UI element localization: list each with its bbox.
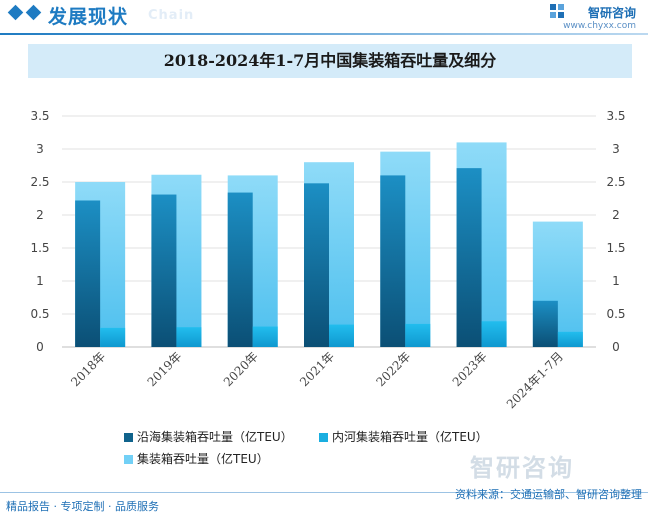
legend-swatch-inland — [319, 433, 328, 442]
x-tick-label: 2024年1-7月 — [504, 349, 566, 411]
watermark-logo: 智研咨询 — [470, 454, 574, 482]
x-tick-label: 2020年 — [221, 349, 261, 389]
footer-slogan: 精品报告 · 专项定制 · 品质服务 — [6, 500, 159, 513]
bar-coastal — [304, 183, 329, 347]
bar-coastal — [227, 192, 253, 347]
bar-inland — [100, 327, 126, 347]
y-tick-label: 2 — [36, 208, 44, 222]
bar-inland — [481, 321, 507, 347]
bar-inland — [405, 323, 431, 347]
brand-logo-icon — [550, 4, 564, 18]
y-tick-label: 0 — [36, 340, 44, 354]
section-title: 发展现状 — [48, 6, 129, 28]
y-tick-label: 1.5 — [30, 241, 49, 255]
chart-title-box — [28, 44, 632, 78]
y-tick-label: 3 — [36, 142, 44, 156]
y-tick-label: 2.5 — [30, 175, 49, 189]
y-tick-label: 1 — [36, 274, 44, 288]
y2-tick-label: 0 — [612, 340, 620, 354]
legend-item-coastal: 沿海集装箱吞吐量（亿TEU） — [124, 428, 293, 445]
x-tick-label: 2021年 — [297, 349, 337, 389]
bar-coastal — [532, 300, 558, 347]
chart-title: 2018-2024年1-7月中国集装箱吞吐量及细分 — [163, 51, 497, 70]
y2-tick-label: 1.5 — [606, 241, 625, 255]
legend-swatch-total — [124, 455, 133, 464]
legend-item-total: 集装箱吞吐量（亿TEU） — [124, 450, 269, 467]
bar-coastal — [380, 175, 406, 347]
brand-url: www.chyxx.com — [563, 21, 636, 31]
y-tick-label: 0.5 — [30, 307, 49, 321]
y2-tick-label: 3 — [612, 142, 620, 156]
footer-divider — [0, 492, 648, 493]
y2-tick-label: 2.5 — [606, 175, 625, 189]
x-tick-label: 2023年 — [450, 349, 490, 389]
brand-name: 智研咨询 — [587, 6, 636, 20]
bar-inland — [252, 326, 278, 347]
header-bar: 发展现状 Chain 智研咨询 www.chyxx.com — [0, 0, 648, 31]
brand: 智研咨询 www.chyxx.com — [563, 4, 636, 31]
section-subtitle: Chain — [148, 8, 195, 23]
y2-tick-label: 3.5 — [606, 109, 625, 123]
bar-inland — [329, 324, 354, 347]
y2-tick-label: 1 — [612, 274, 620, 288]
legend-item-inland: 内河集装箱吞吐量（亿TEU） — [319, 428, 488, 445]
legend-label-inland: 内河集装箱吞吐量（亿TEU） — [332, 430, 488, 444]
y2-tick-label: 0.5 — [606, 307, 625, 321]
bar-coastal — [151, 194, 177, 347]
footer-source: 资料来源：交通运输部、智研咨询整理 — [455, 488, 642, 501]
bar-coastal — [456, 168, 482, 347]
legend-swatch-coastal — [124, 433, 133, 442]
x-tick-label: 2019年 — [145, 349, 185, 389]
legend-label-coastal: 沿海集装箱吞吐量（亿TEU） — [137, 430, 293, 444]
legend-label-total: 集装箱吞吐量（亿TEU） — [137, 452, 269, 466]
bar-inland — [557, 331, 583, 347]
header-underline — [0, 33, 648, 35]
bar-coastal — [75, 200, 101, 347]
y-tick-label: 3.5 — [30, 109, 49, 123]
x-tick-label: 2022年 — [373, 349, 413, 389]
bar-inland — [176, 327, 202, 347]
x-tick-label: 2018年 — [68, 349, 108, 389]
y2-tick-label: 2 — [612, 208, 620, 222]
